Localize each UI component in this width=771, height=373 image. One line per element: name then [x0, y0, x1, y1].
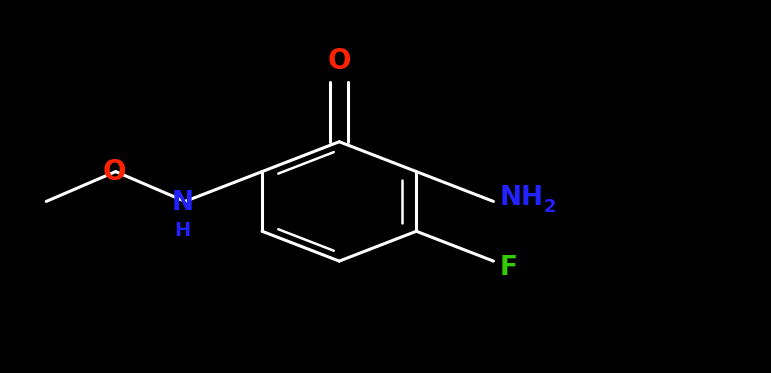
Text: N: N: [172, 190, 194, 216]
Text: NH: NH: [500, 185, 544, 211]
Text: O: O: [103, 157, 126, 186]
Text: H: H: [174, 221, 191, 240]
Text: F: F: [500, 255, 517, 281]
Text: 2: 2: [544, 198, 556, 216]
Text: O: O: [328, 47, 351, 75]
